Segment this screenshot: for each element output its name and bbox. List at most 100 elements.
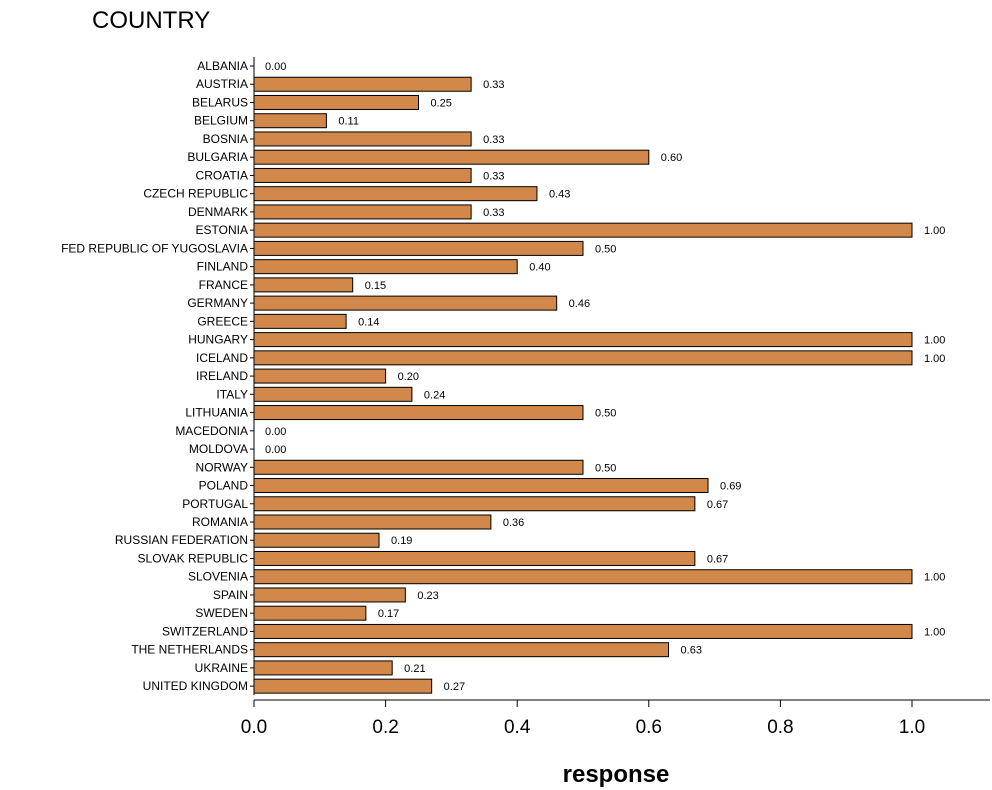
category-label: FRANCE — [199, 278, 248, 292]
bar — [253, 259, 518, 275]
category-label: ROMANIA — [192, 515, 248, 529]
value-label: 0.23 — [417, 590, 438, 602]
value-label: 0.27 — [444, 681, 465, 693]
category-label: SPAIN — [213, 588, 248, 602]
value-label: 1.00 — [924, 572, 945, 584]
x-tick-label: 0.8 — [767, 717, 793, 738]
bar — [253, 405, 584, 421]
value-label: 0.36 — [503, 517, 524, 529]
category-label: BELGIUM — [194, 114, 248, 128]
value-label: 0.11 — [338, 116, 359, 128]
bar — [253, 623, 913, 639]
category-label: CZECH REPUBLIC — [143, 187, 248, 201]
bar — [253, 605, 367, 621]
bar — [253, 514, 492, 530]
bar — [253, 113, 327, 129]
category-label: FED REPUBLIC OF YUGOSLAVIA — [61, 241, 248, 255]
value-label: 0.24 — [424, 389, 445, 401]
category-label: FINLAND — [197, 260, 249, 274]
x-tick-label: 0.0 — [241, 717, 267, 738]
value-label: 0.50 — [595, 243, 616, 255]
bar — [253, 313, 347, 329]
value-label: 0.33 — [483, 134, 504, 146]
value-label: 0.43 — [549, 189, 570, 201]
category-label: RUSSIAN FEDERATION — [115, 533, 248, 547]
bar — [253, 550, 696, 566]
value-label: 1.00 — [924, 335, 945, 347]
category-label: ITALY — [216, 387, 248, 401]
value-label: 0.46 — [569, 298, 590, 310]
value-label: 0.50 — [595, 462, 616, 474]
category-label: IRELAND — [196, 369, 248, 383]
category-label: AUSTRIA — [196, 77, 248, 91]
value-label: 0.15 — [365, 280, 386, 292]
value-label: 0.00 — [265, 444, 286, 456]
bar — [253, 277, 354, 293]
bar — [253, 186, 538, 202]
value-label: 1.00 — [924, 626, 945, 638]
bar — [253, 131, 472, 147]
value-label: 0.60 — [661, 152, 682, 164]
category-label: GREECE — [197, 314, 248, 328]
x-tick-label: 0.2 — [372, 717, 398, 738]
category-label: SWEDEN — [195, 606, 248, 620]
category-label: UKRAINE — [195, 661, 248, 675]
bar — [253, 332, 913, 348]
bar — [253, 496, 696, 512]
bar — [253, 204, 472, 220]
category-label: BOSNIA — [203, 132, 248, 146]
category-label: MOLDOVA — [189, 442, 248, 456]
value-label: 0.33 — [483, 79, 504, 91]
category-label: SLOVENIA — [188, 570, 248, 584]
x-tick-label: 1.0 — [899, 717, 925, 738]
value-label: 1.00 — [924, 225, 945, 237]
bar — [253, 478, 709, 494]
category-label: DENMARK — [188, 205, 248, 219]
category-label: POLAND — [199, 479, 249, 493]
value-label: 0.19 — [391, 535, 412, 547]
bar — [253, 222, 913, 238]
bar — [253, 76, 472, 92]
bar — [253, 569, 913, 585]
category-label: ICELAND — [196, 351, 248, 365]
value-label: 0.17 — [378, 608, 399, 620]
value-label: 0.21 — [404, 663, 425, 675]
category-label: CROATIA — [196, 168, 248, 182]
bar — [253, 459, 584, 475]
value-label: 0.69 — [720, 481, 741, 493]
bar — [253, 368, 387, 384]
bar — [253, 149, 650, 165]
category-label: ESTONIA — [196, 223, 248, 237]
value-label: 1.00 — [924, 353, 945, 365]
category-label: ALBANIA — [197, 59, 248, 73]
value-label: 0.33 — [483, 170, 504, 182]
category-label: SLOVAK REPUBLIC — [138, 551, 249, 565]
category-label: NORWAY — [196, 460, 248, 474]
bar — [253, 386, 413, 402]
category-label: BELARUS — [192, 95, 248, 109]
bar — [253, 350, 913, 366]
bar — [253, 532, 380, 548]
bars-group: 0.00 0.33 0.25 0.11 0.33 0.60 0.33 0.43 0.33 1.00… — [253, 61, 945, 694]
value-label: 0.50 — [595, 408, 616, 420]
value-label: 0.67 — [707, 499, 728, 511]
category-label: SWITZERLAND — [162, 624, 248, 638]
x-tick-label: 0.4 — [504, 717, 531, 738]
chart-title: COUNTRY — [92, 7, 210, 34]
category-label: HUNGARY — [188, 333, 248, 347]
axes-group: ALBANIA AUSTRIA BELARUS BELGIUM BOSNIA BULGAR… — [61, 57, 990, 738]
category-label: GERMANY — [187, 296, 248, 310]
value-label: 0.14 — [358, 316, 379, 328]
bar — [253, 295, 558, 311]
value-label: 0.25 — [431, 97, 452, 109]
bar — [253, 240, 584, 256]
category-label: PORTUGAL — [182, 497, 248, 511]
bar — [253, 642, 670, 658]
category-label: BULGARIA — [187, 150, 248, 164]
bar — [253, 167, 472, 183]
value-label: 0.00 — [265, 61, 286, 73]
bar — [253, 660, 393, 676]
category-label: UNITED KINGDOM — [143, 679, 248, 693]
category-label: MACEDONIA — [175, 424, 248, 438]
